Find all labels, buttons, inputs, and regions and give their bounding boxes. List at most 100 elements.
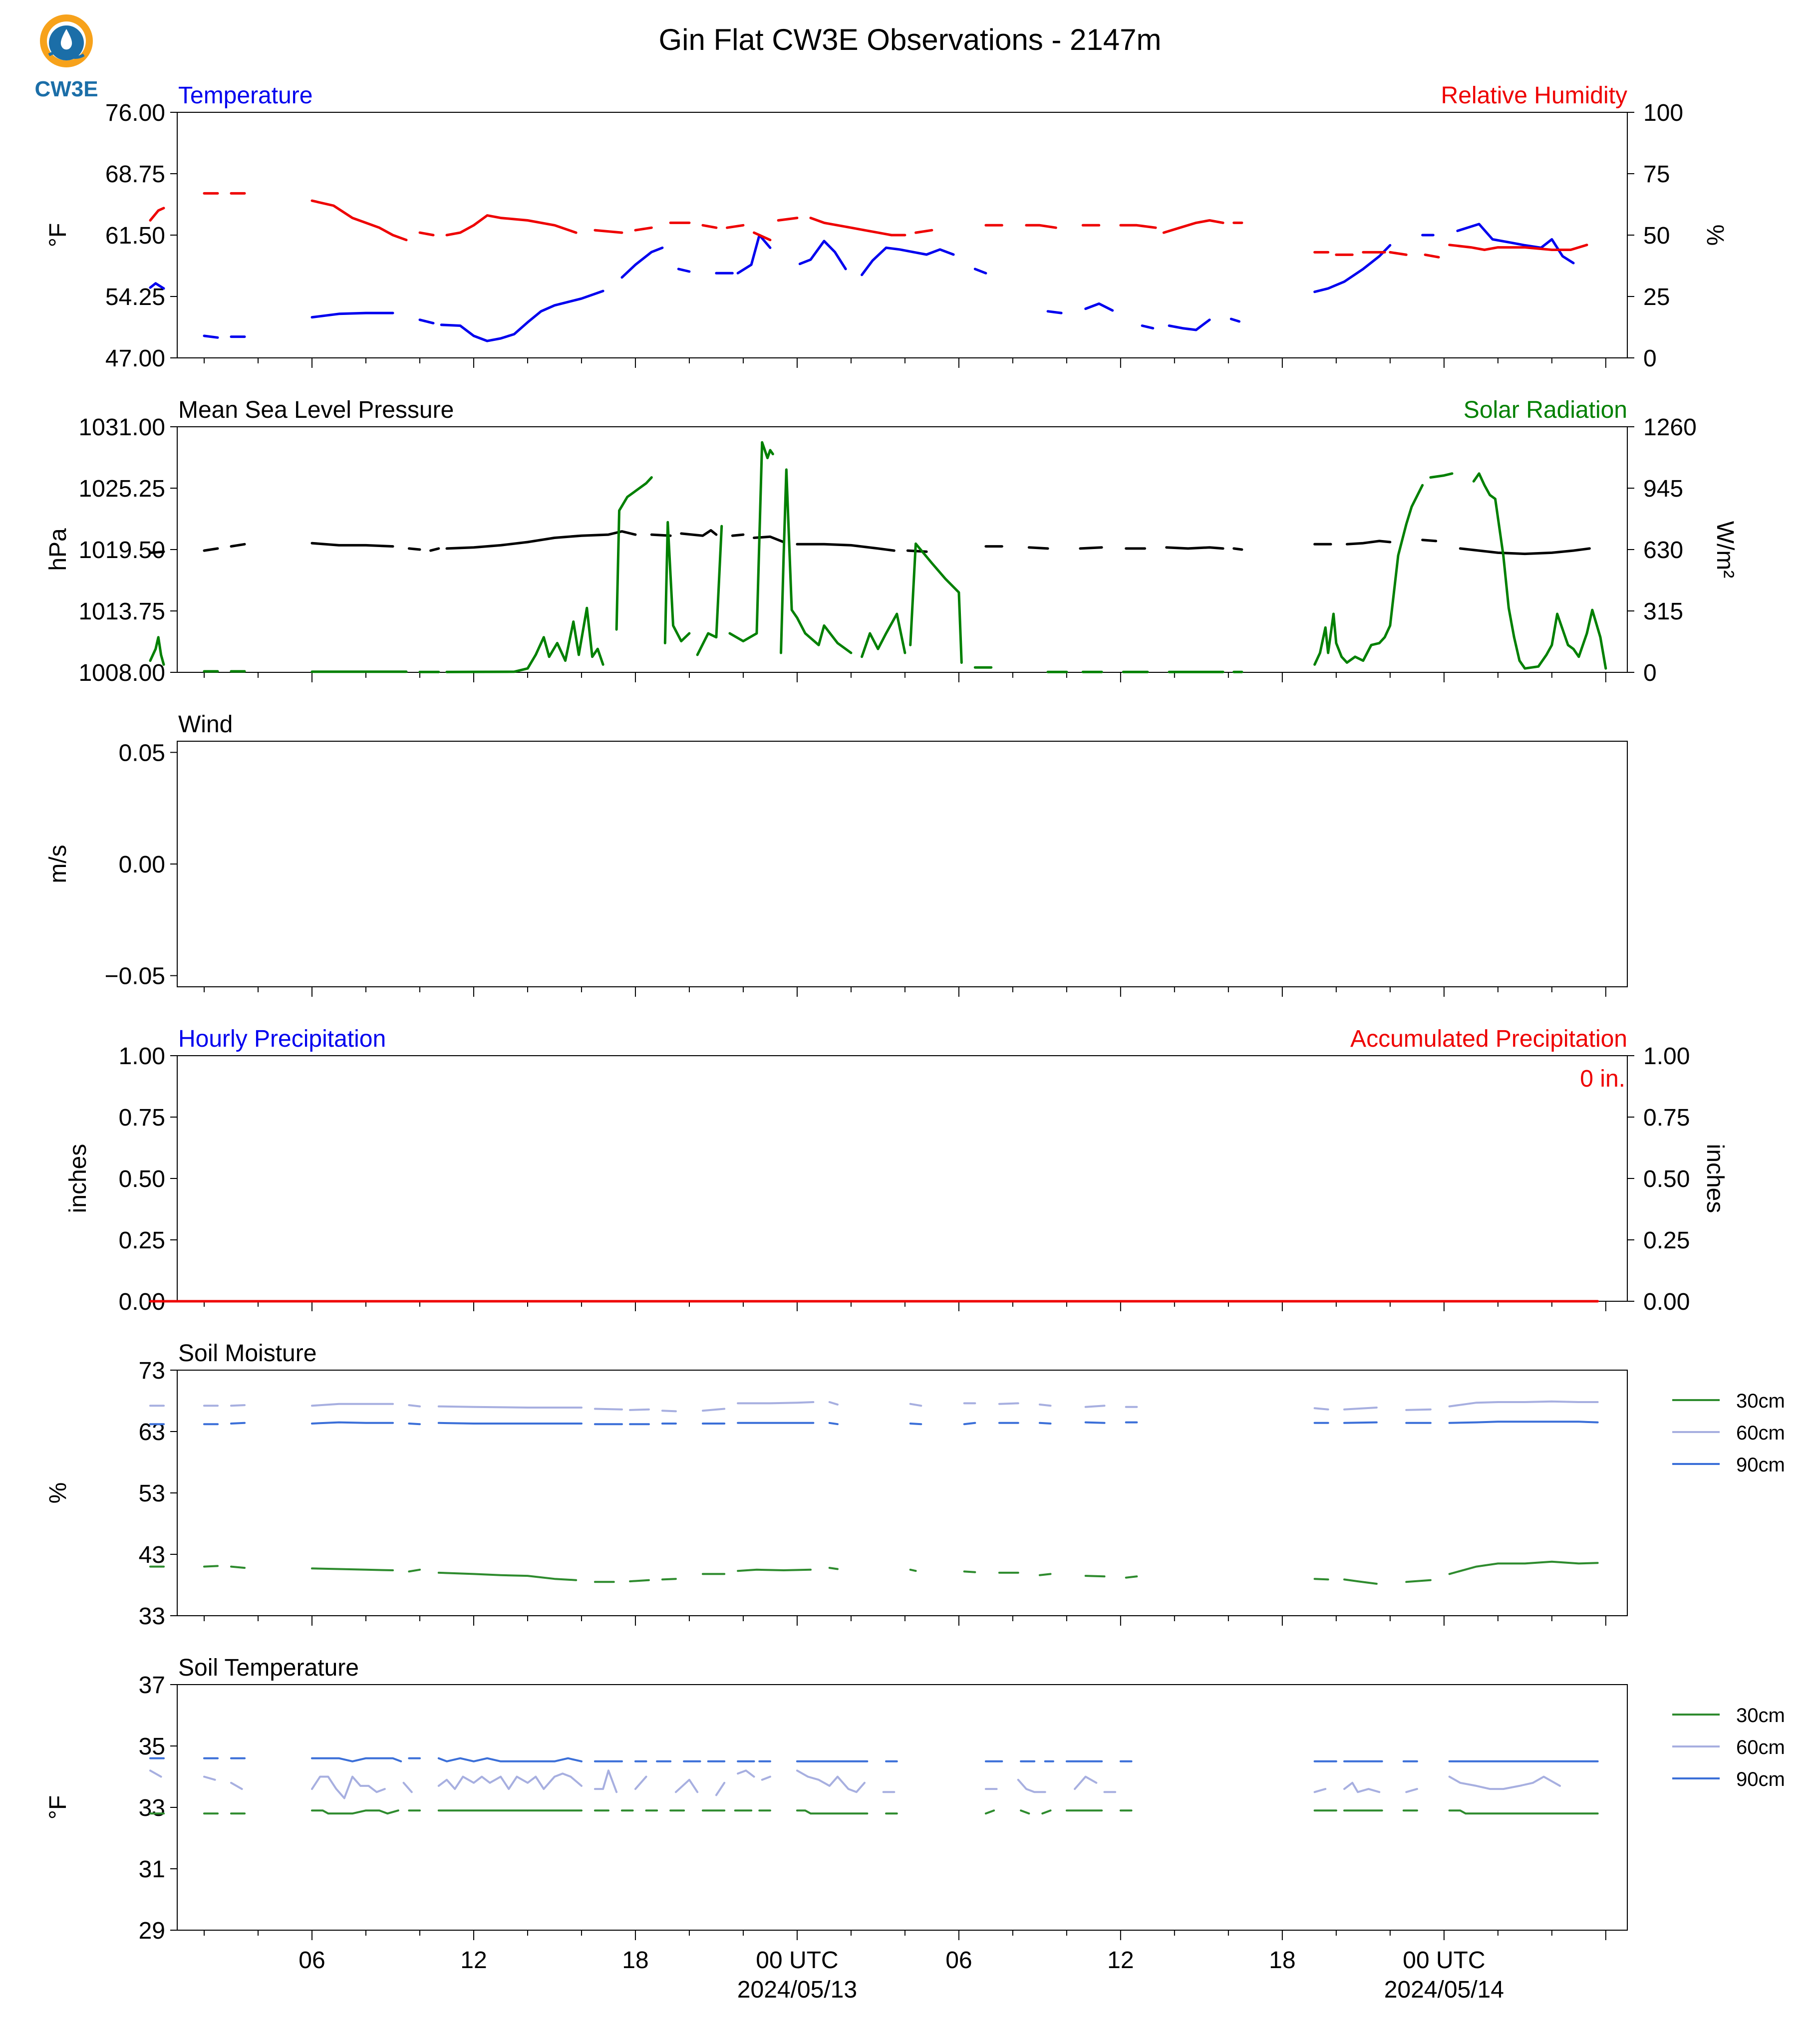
series-line-60cm <box>761 1775 771 1781</box>
series-line-60cm <box>1074 1775 1098 1790</box>
series-line-right-1 <box>1389 251 1408 256</box>
series-line-left-0 <box>149 282 165 290</box>
series-line-left-0 <box>796 543 896 552</box>
series-line-left-0 <box>1456 223 1575 265</box>
series-line-left-0 <box>310 542 394 548</box>
series-line-right-1 <box>445 214 578 237</box>
series-line-right-1 <box>1448 244 1588 251</box>
y-tick-label: 29 <box>139 1918 165 1944</box>
series-line-left-0 <box>407 547 421 551</box>
series-line-60cm <box>796 1769 866 1793</box>
legend-label-30cm: 30cm <box>1736 1390 1785 1412</box>
y-axis-label: % <box>45 1482 71 1504</box>
series-line-left-0 <box>418 318 435 324</box>
logo-drop-icon <box>60 29 72 50</box>
series-line-60cm <box>230 1781 243 1790</box>
series-line-60cm <box>701 1408 726 1412</box>
panel-title-left: Soil Moisture <box>178 1340 316 1367</box>
y2-tick-label: 945 <box>1643 476 1683 502</box>
y2-tick-label: 0.00 <box>1643 1289 1690 1315</box>
series-line-60cm <box>828 1401 839 1406</box>
series-line-left-0 <box>1046 310 1063 314</box>
series-line-60cm <box>594 1769 618 1793</box>
series-line-right-1 <box>1162 219 1224 234</box>
series-line-30cm <box>311 1809 399 1815</box>
series-line-30cm <box>1405 1579 1432 1583</box>
series-line-left-0 <box>1229 317 1240 323</box>
legend-label-30cm: 30cm <box>1736 1705 1785 1727</box>
y-tick-label: 47.00 <box>105 345 165 372</box>
series-line-left-0 <box>680 529 718 537</box>
series-line-right-1 <box>634 226 653 232</box>
y-tick-label: 63 <box>139 1419 165 1446</box>
series-line-right-1 <box>780 468 853 654</box>
plot-frame <box>177 1055 1628 1302</box>
y2-tick-label: 315 <box>1643 598 1683 625</box>
series-line-right-1 <box>149 636 165 666</box>
y-axis-label: inches <box>65 1144 91 1213</box>
series-line-90cm <box>963 1422 976 1426</box>
series-line-left-0 <box>440 290 605 342</box>
series-line-right-1 <box>1025 224 1057 229</box>
x-tick-date: 2024/05/13 <box>737 1977 857 2003</box>
panel-title-left: Temperature <box>178 82 312 109</box>
series-line-left-0 <box>1313 244 1392 293</box>
series-line-right-1 <box>753 231 772 242</box>
series-line-30cm <box>1448 1560 1599 1575</box>
y-tick-label: 0.75 <box>119 1105 165 1131</box>
series-line-60cm <box>909 1403 922 1407</box>
x-tick-label: 00 UTC <box>756 1947 838 1974</box>
series-line-60cm <box>1313 1407 1329 1411</box>
series-line-90cm <box>437 1757 583 1762</box>
logo-wave-icon <box>48 51 85 59</box>
series-line-90cm <box>311 1421 394 1425</box>
series-line-30cm <box>828 1567 839 1570</box>
series-line-60cm <box>634 1775 647 1790</box>
series-line-60cm <box>594 1408 623 1411</box>
y-tick-label: 43 <box>139 1542 165 1568</box>
panel-title-right: Relative Humidity <box>1441 82 1627 109</box>
series-line-60cm <box>437 1772 583 1790</box>
series-line-left-0 <box>1141 324 1155 330</box>
series-line-left-0 <box>203 547 219 552</box>
series-line-60cm <box>1343 1407 1378 1411</box>
series-line-left-0 <box>203 334 219 339</box>
series-line-30cm <box>984 1809 995 1815</box>
series-line-60cm <box>1343 1781 1381 1793</box>
y-tick-label: 31 <box>139 1856 165 1883</box>
panel-title-left: Wind <box>178 711 233 738</box>
panel-temp-rh: Temperature Relative Humidity 76.00 68.75 61… <box>45 82 1728 372</box>
y2-axis-label: inches <box>1702 1144 1728 1213</box>
series-line-right-1 <box>701 224 718 229</box>
y2-tick-label: 1260 <box>1643 414 1697 441</box>
y2-tick-label: 0.75 <box>1643 1105 1690 1131</box>
y2-tick-label: 0.50 <box>1643 1166 1690 1192</box>
series-line-left-0 <box>1421 539 1438 543</box>
series-line-30cm <box>909 1568 917 1572</box>
series-line-60cm <box>1017 1778 1046 1793</box>
series-line-left-0 <box>429 547 440 552</box>
x-tick-label: 12 <box>460 1947 487 1974</box>
y-tick-label: 73 <box>139 1358 165 1384</box>
series-line-60cm <box>998 1402 1019 1405</box>
x-tick-label: 12 <box>1107 1947 1134 1974</box>
series-line-60cm <box>1038 1403 1052 1407</box>
series-line-30cm <box>1448 1809 1599 1815</box>
series-line-right-1 <box>1472 472 1607 670</box>
series-line-60cm <box>1448 1400 1599 1408</box>
series-line-left-0 <box>798 240 847 271</box>
series-line-60cm <box>737 1769 755 1778</box>
y-axis-label: m/s <box>45 845 71 883</box>
legend-label-60cm: 60cm <box>1736 1737 1785 1758</box>
y2-tick-label: 75 <box>1643 161 1670 188</box>
panel-pressure-solar: Mean Sea Level Pressure Solar Radiation 10… <box>45 397 1738 686</box>
x-tick-label: 06 <box>945 1947 972 1974</box>
series-line-left-0 <box>861 246 955 277</box>
y-tick-label: 1025.25 <box>78 476 165 502</box>
panel-title-left: Soil Temperature <box>178 1655 359 1681</box>
legend-label-60cm: 60cm <box>1736 1422 1785 1444</box>
series-line-right-1 <box>310 199 408 242</box>
panel-title-right: Solar Radiation <box>1464 397 1627 423</box>
series-line-left-0 <box>677 268 691 273</box>
y-tick-label: 0.50 <box>119 1166 165 1192</box>
